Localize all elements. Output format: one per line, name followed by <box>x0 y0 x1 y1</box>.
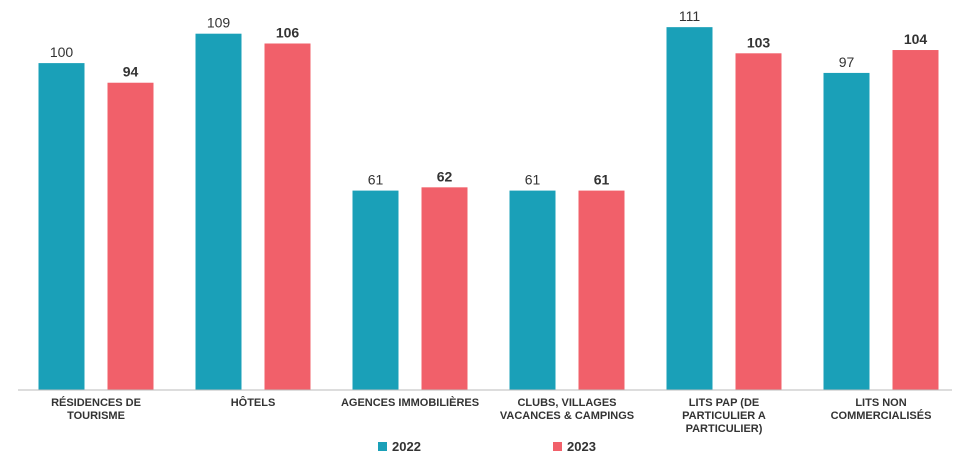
legend-swatch <box>378 442 387 451</box>
value-label: 109 <box>207 15 231 31</box>
value-label: 104 <box>904 31 928 47</box>
bar <box>264 43 311 391</box>
value-label: 111 <box>679 8 700 24</box>
bar <box>421 187 468 390</box>
legend-label: 2022 <box>392 439 421 454</box>
legend-item: 2023 <box>553 439 596 454</box>
value-label: 100 <box>50 44 74 60</box>
bar <box>509 190 556 390</box>
x-tick-label: CLUBS, VILLAGES VACANCES & CAMPINGS <box>499 397 635 422</box>
value-label: 106 <box>276 24 300 40</box>
value-label: 61 <box>594 172 610 188</box>
bar <box>578 190 625 390</box>
value-label: 62 <box>437 168 453 184</box>
legend-item: 2022 <box>378 439 421 454</box>
bar <box>892 50 939 390</box>
x-tick-label: HÔTELS <box>230 397 276 409</box>
bar <box>195 33 242 390</box>
x-tick-label: RÉSIDENCES DE TOURISME <box>51 397 141 422</box>
bar <box>666 27 713 391</box>
bar <box>735 53 782 390</box>
legend-swatch <box>553 442 562 451</box>
legend-label: 2023 <box>567 439 596 454</box>
x-tick-label: AGENCES IMMOBILIÈRES <box>340 397 480 409</box>
value-label: 94 <box>123 64 139 80</box>
value-label: 61 <box>368 172 384 188</box>
value-label: 61 <box>525 172 541 188</box>
x-tick-label: LITS NON COMMERCIALISÉS <box>830 397 932 422</box>
value-label: 97 <box>839 54 855 70</box>
bar <box>38 63 85 390</box>
bar <box>352 190 399 390</box>
value-label: 103 <box>747 34 771 50</box>
bar <box>823 72 870 391</box>
x-tick-label: LITS PAP (DE PARTICULIER A PARTICULIER) <box>682 397 766 435</box>
bar <box>107 82 154 390</box>
